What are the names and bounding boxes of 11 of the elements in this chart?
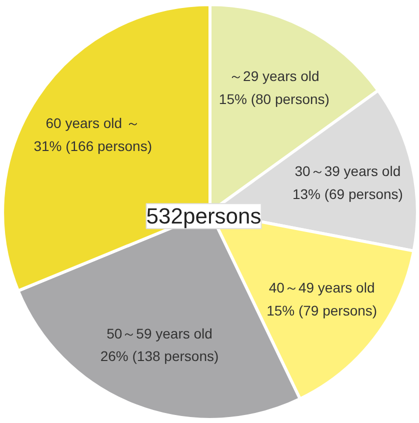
slice-label: 60 years old ～ [46,115,140,132]
data-label: 31% (166 persons) [34,138,152,154]
slice-label: 30～39 years old [294,163,401,180]
slice-label: 40～49 years old [268,280,375,296]
data-label: 15% (80 persons) [218,90,330,107]
data-label: 26% (138 persons) [100,348,219,364]
slice-label: ～29 years old [229,68,320,84]
slice-label: 50～59 years old [106,325,212,342]
data-label: 15% (79 persons) [266,302,378,318]
data-label: 13% (69 persons) [292,186,403,202]
text: 532persons [146,204,262,229]
